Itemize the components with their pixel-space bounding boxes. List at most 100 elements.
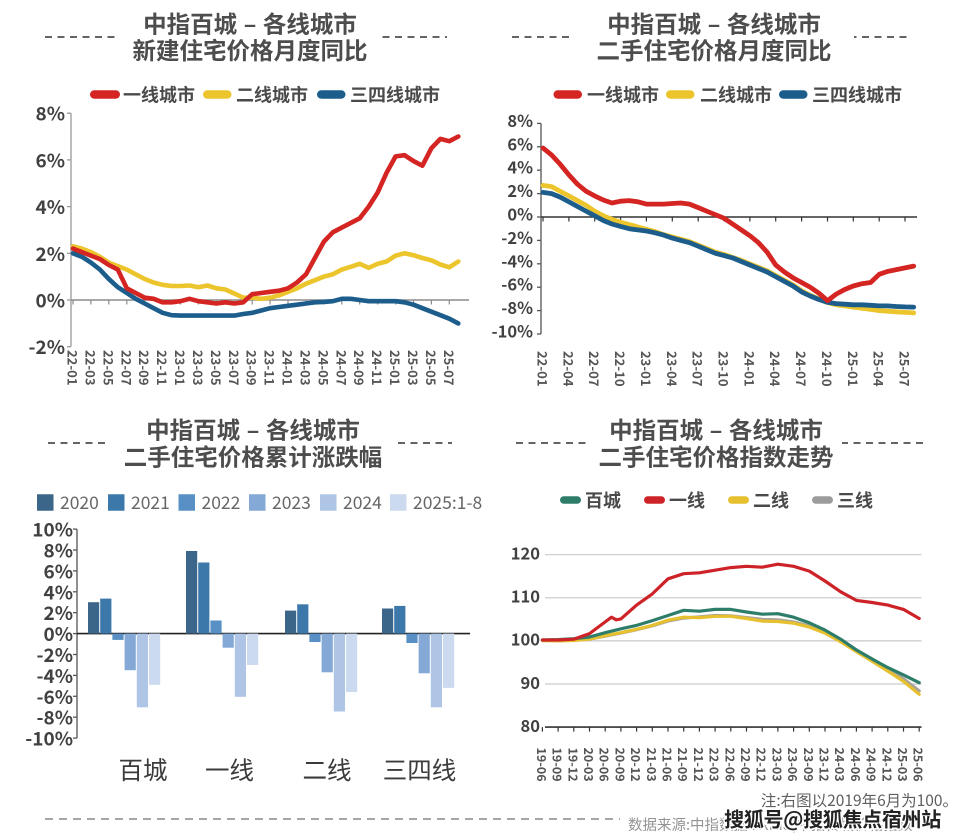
svg-text:一线城市: 一线城市 xyxy=(123,82,195,108)
svg-text:22-11: 22-11 xyxy=(153,350,172,386)
svg-text:20-03: 20-03 xyxy=(580,748,599,782)
svg-text:22-07: 22-07 xyxy=(117,350,136,386)
svg-text:23-07: 23-07 xyxy=(689,351,708,387)
svg-text:24-10: 24-10 xyxy=(818,351,837,387)
svg-text:25-06: 25-06 xyxy=(910,748,929,782)
svg-text:二线: 二线 xyxy=(303,752,352,787)
svg-text:24-03: 24-03 xyxy=(297,350,316,386)
svg-text:22-03: 22-03 xyxy=(81,350,100,386)
svg-text:-6%: -6% xyxy=(36,683,73,710)
svg-text:-10%: -10% xyxy=(492,319,534,343)
svg-text:2021: 2021 xyxy=(131,490,170,515)
svg-text:23-05: 23-05 xyxy=(207,350,226,386)
svg-text:25-07: 25-07 xyxy=(896,351,915,387)
svg-text:22-09: 22-09 xyxy=(135,350,154,386)
svg-text:二线城市: 二线城市 xyxy=(236,82,308,108)
svg-text:0%: 0% xyxy=(43,620,73,647)
svg-text:23-07: 23-07 xyxy=(225,350,244,386)
svg-text:19-06: 19-06 xyxy=(533,748,552,782)
svg-text:20-12: 20-12 xyxy=(627,748,646,782)
svg-text:8%: 8% xyxy=(43,537,73,564)
svg-text:24-09: 24-09 xyxy=(350,350,369,386)
svg-text:23-10: 23-10 xyxy=(715,351,734,387)
svg-text:6%: 6% xyxy=(43,557,73,584)
svg-text:-4%: -4% xyxy=(501,248,533,272)
svg-text:90: 90 xyxy=(521,670,540,694)
svg-text:2024: 2024 xyxy=(343,490,382,515)
svg-text:0%: 0% xyxy=(507,202,533,226)
svg-text:百城: 百城 xyxy=(585,487,621,513)
svg-text:24-11: 24-11 xyxy=(368,350,387,386)
svg-text:-2%: -2% xyxy=(36,641,73,668)
svg-text:三四线城市: 三四线城市 xyxy=(350,82,440,108)
svg-text:21-09: 21-09 xyxy=(674,748,693,782)
svg-text:搜狐号@搜狐焦点宿州站: 搜狐号@搜狐焦点宿州站 xyxy=(724,804,941,833)
svg-text:一线: 一线 xyxy=(669,487,705,513)
svg-text:22-10: 22-10 xyxy=(611,351,630,387)
svg-text:22-06: 22-06 xyxy=(721,748,740,782)
svg-text:23-01: 23-01 xyxy=(637,351,656,387)
svg-text:21-12: 21-12 xyxy=(690,748,709,782)
svg-text:一线城市: 一线城市 xyxy=(587,82,659,108)
svg-text:19-09: 19-09 xyxy=(549,748,568,782)
svg-text:二手住宅价格指数走势: 二手住宅价格指数走势 xyxy=(599,439,834,473)
svg-text:百城: 百城 xyxy=(119,752,168,787)
svg-text:-8%: -8% xyxy=(36,704,73,731)
svg-text:23-09: 23-09 xyxy=(243,350,262,386)
svg-text:三四线: 三四线 xyxy=(383,752,457,787)
svg-text:4%: 4% xyxy=(35,193,65,220)
svg-text:22-05: 22-05 xyxy=(99,350,118,386)
svg-text:二线城市: 二线城市 xyxy=(700,82,772,108)
svg-text:24-01: 24-01 xyxy=(740,351,759,387)
svg-text:22-01: 22-01 xyxy=(64,350,83,386)
svg-text:20-06: 20-06 xyxy=(596,748,615,782)
svg-text:23-11: 23-11 xyxy=(261,350,280,386)
svg-text:二手住宅价格月度同比: 二手住宅价格月度同比 xyxy=(597,32,832,66)
svg-text:25-01: 25-01 xyxy=(844,351,863,387)
svg-text:中指百城 – 各线城市: 中指百城 – 各线城市 xyxy=(143,6,357,40)
svg-text:2%: 2% xyxy=(507,178,533,202)
svg-text:23-03: 23-03 xyxy=(768,748,787,782)
svg-text:24-09: 24-09 xyxy=(863,748,882,782)
svg-text:24-01: 24-01 xyxy=(279,350,298,386)
svg-text:-2%: -2% xyxy=(28,333,65,360)
svg-text:24-12: 24-12 xyxy=(878,748,897,782)
svg-text:中指百城 – 各线城市: 中指百城 – 各线城市 xyxy=(607,6,821,40)
svg-text:0%: 0% xyxy=(35,287,65,314)
svg-text:8%: 8% xyxy=(507,108,533,132)
svg-text:24-07: 24-07 xyxy=(792,351,811,387)
svg-text:新建住宅价格月度同比: 新建住宅价格月度同比 xyxy=(133,32,368,66)
svg-text:22-04: 22-04 xyxy=(559,351,578,387)
svg-text:23-12: 23-12 xyxy=(816,748,835,782)
svg-text:24-03: 24-03 xyxy=(831,748,850,782)
svg-text:25-03: 25-03 xyxy=(404,350,423,386)
svg-text:22-12: 22-12 xyxy=(753,748,772,782)
svg-text:22-09: 22-09 xyxy=(737,748,756,782)
svg-text:21-06: 21-06 xyxy=(659,748,678,782)
svg-text:23-04: 23-04 xyxy=(663,351,682,387)
svg-text:22-07: 22-07 xyxy=(585,351,604,387)
svg-text:2023: 2023 xyxy=(272,490,311,515)
svg-text:中指百城 – 各线城市: 中指百城 – 各线城市 xyxy=(146,412,360,446)
svg-text:24-04: 24-04 xyxy=(766,351,785,387)
svg-text:4%: 4% xyxy=(507,155,533,179)
svg-text:24-05: 24-05 xyxy=(314,350,333,386)
svg-text:-2%: -2% xyxy=(501,225,533,249)
svg-text:2022: 2022 xyxy=(202,490,241,515)
svg-text:-8%: -8% xyxy=(501,295,533,319)
svg-text:10%: 10% xyxy=(32,516,73,543)
svg-text:2%: 2% xyxy=(43,599,73,626)
svg-text:25-01: 25-01 xyxy=(386,350,405,386)
svg-text:2020: 2020 xyxy=(60,490,99,515)
svg-text:24-06: 24-06 xyxy=(847,748,866,782)
svg-text:-4%: -4% xyxy=(36,662,73,689)
svg-text:4%: 4% xyxy=(43,578,73,605)
svg-text:80: 80 xyxy=(521,713,540,737)
svg-text:8%: 8% xyxy=(35,100,65,127)
svg-text:23-01: 23-01 xyxy=(171,350,190,386)
svg-text:25-07: 25-07 xyxy=(440,350,459,386)
svg-text:120: 120 xyxy=(511,541,540,565)
svg-text:110: 110 xyxy=(511,584,540,608)
svg-text:中指百城 – 各线城市: 中指百城 – 各线城市 xyxy=(609,412,823,446)
svg-text:二手住宅价格累计涨跌幅: 二手住宅价格累计涨跌幅 xyxy=(124,439,383,473)
